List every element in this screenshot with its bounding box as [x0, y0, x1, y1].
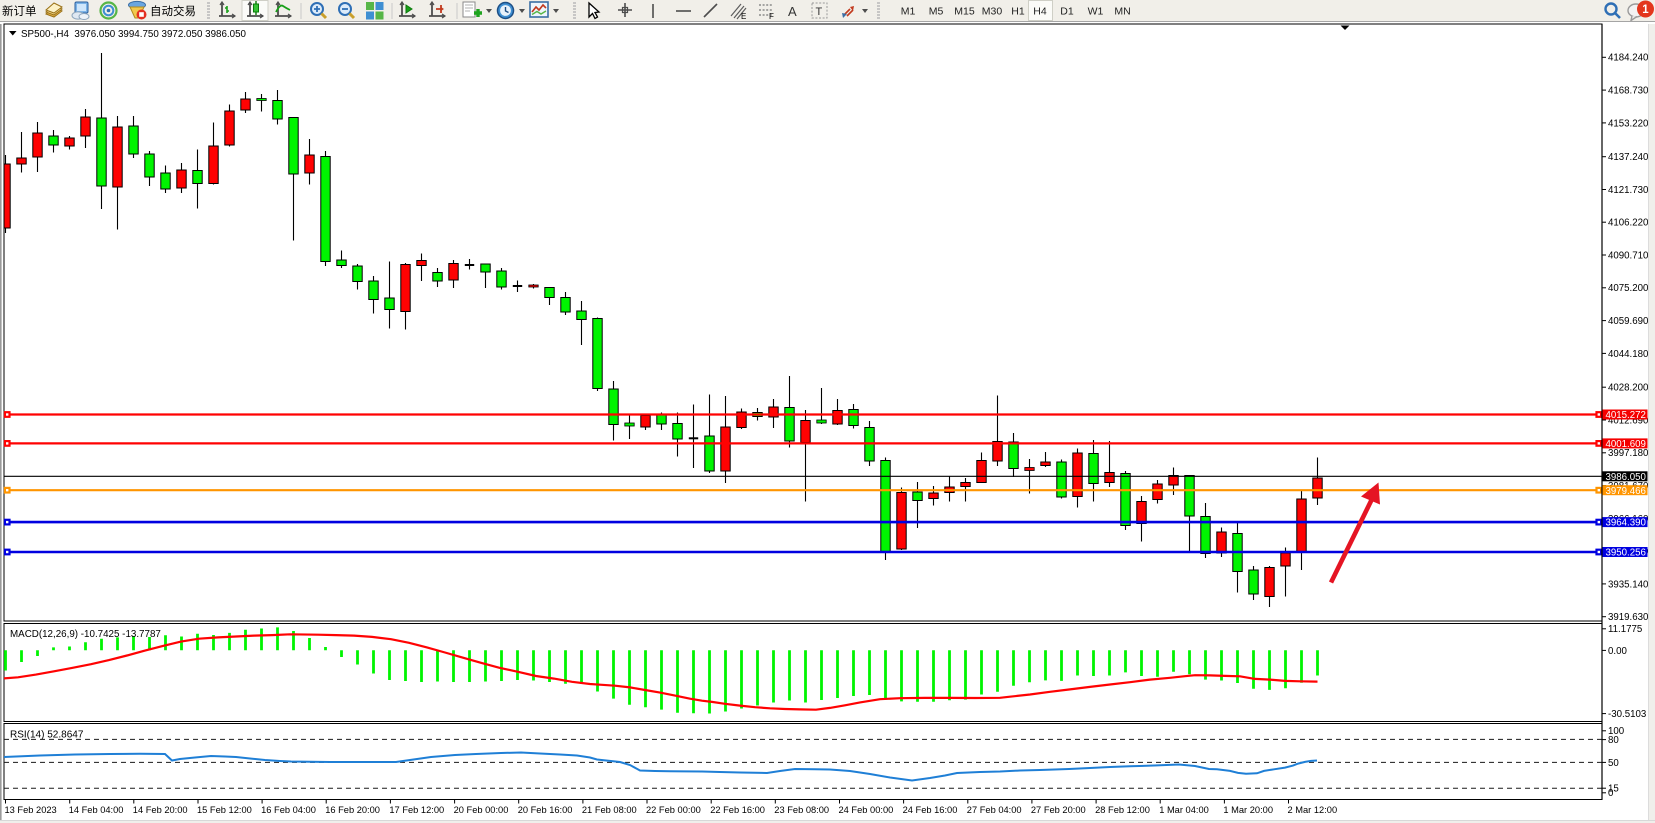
svg-text:E: E: [741, 12, 746, 21]
svg-text:4044.180: 4044.180: [1608, 349, 1649, 360]
svg-text:27 Feb 04:00: 27 Feb 04:00: [967, 805, 1022, 815]
svg-text:M1: M1: [901, 6, 916, 18]
svg-text:自动交易: 自动交易: [150, 4, 196, 18]
svg-text:RSI(14) 52.8647: RSI(14) 52.8647: [10, 730, 84, 741]
svg-text:2 Mar 12:00: 2 Mar 12:00: [1288, 805, 1338, 815]
svg-text:MN: MN: [1114, 6, 1130, 18]
svg-text:4153.220: 4153.220: [1608, 118, 1649, 129]
svg-text:20 Feb 16:00: 20 Feb 16:00: [518, 805, 573, 815]
svg-text:50: 50: [1608, 758, 1619, 769]
svg-text:14 Feb 04:00: 14 Feb 04:00: [69, 805, 124, 815]
svg-text:28 Feb 12:00: 28 Feb 12:00: [1095, 805, 1150, 815]
svg-text:15 Feb 12:00: 15 Feb 12:00: [197, 805, 252, 815]
svg-text:100: 100: [1608, 726, 1625, 737]
svg-text:H4: H4: [1033, 6, 1047, 18]
svg-text:M30: M30: [982, 6, 1003, 18]
svg-text:4001.609: 4001.609: [1606, 439, 1646, 450]
svg-text:13 Feb 2023: 13 Feb 2023: [5, 805, 57, 815]
svg-text:H1: H1: [1011, 6, 1025, 18]
svg-text:-30.5103: -30.5103: [1608, 709, 1646, 720]
svg-text:3986.050: 3986.050: [1606, 472, 1647, 483]
svg-text:D1: D1: [1060, 6, 1074, 18]
svg-text:3935.140: 3935.140: [1608, 579, 1649, 590]
svg-text:3979.466: 3979.466: [1606, 486, 1646, 497]
svg-text:14 Feb 20:00: 14 Feb 20:00: [133, 805, 188, 815]
svg-text:SP500-,H4 3976.050 3994.750 3: SP500-,H4 3976.050 3994.750 3972.050 398…: [21, 29, 247, 40]
svg-text:24 Feb 00:00: 24 Feb 00:00: [839, 805, 894, 815]
svg-text:16 Feb 20:00: 16 Feb 20:00: [325, 805, 380, 815]
svg-text:M15: M15: [954, 6, 975, 18]
svg-text:15: 15: [1608, 784, 1619, 795]
svg-text:22 Feb 16:00: 22 Feb 16:00: [710, 805, 765, 815]
svg-text:16 Feb 04:00: 16 Feb 04:00: [261, 805, 316, 815]
svg-text:4012.690: 4012.690: [1608, 415, 1649, 426]
svg-text:23 Feb 08:00: 23 Feb 08:00: [774, 805, 829, 815]
svg-text:80: 80: [1608, 735, 1619, 746]
svg-text:1 Mar 04:00: 1 Mar 04:00: [1159, 805, 1209, 815]
svg-text:24 Feb 16:00: 24 Feb 16:00: [903, 805, 958, 815]
svg-text:4106.220: 4106.220: [1608, 218, 1649, 229]
svg-text:4137.240: 4137.240: [1608, 152, 1649, 163]
svg-text:4121.730: 4121.730: [1608, 185, 1649, 196]
svg-text:1 Mar 20:00: 1 Mar 20:00: [1223, 805, 1273, 815]
svg-text:22 Feb 00:00: 22 Feb 00:00: [646, 805, 701, 815]
svg-text:0.00: 0.00: [1608, 646, 1627, 657]
svg-text:W1: W1: [1088, 6, 1104, 18]
svg-text:20 Feb 00:00: 20 Feb 00:00: [454, 805, 509, 815]
svg-text:T: T: [816, 6, 823, 18]
svg-text:0: 0: [1608, 788, 1614, 799]
svg-text:27 Feb 20:00: 27 Feb 20:00: [1031, 805, 1086, 815]
svg-text:1: 1: [1642, 4, 1649, 16]
svg-text:4168.730: 4168.730: [1608, 86, 1649, 97]
svg-text:3950.256: 3950.256: [1606, 548, 1646, 559]
svg-text:4075.200: 4075.200: [1608, 283, 1649, 294]
svg-text:F: F: [769, 12, 774, 21]
svg-text:4015.272: 4015.272: [1606, 410, 1646, 421]
svg-text:4028.200: 4028.200: [1608, 383, 1649, 394]
svg-text:4059.690: 4059.690: [1608, 316, 1649, 327]
svg-text:21 Feb 08:00: 21 Feb 08:00: [582, 805, 637, 815]
svg-text:MACD(12,26,9) -10.7425 -13.778: MACD(12,26,9) -10.7425 -13.7787: [10, 629, 161, 640]
svg-text:17 Feb 12:00: 17 Feb 12:00: [389, 805, 444, 815]
svg-text:3964.390: 3964.390: [1606, 518, 1647, 529]
svg-text:4184.240: 4184.240: [1608, 53, 1649, 64]
svg-text:3997.180: 3997.180: [1608, 448, 1649, 459]
svg-text:新订单: 新订单: [2, 4, 37, 18]
svg-text:11.1775: 11.1775: [1608, 624, 1642, 635]
svg-text:4090.710: 4090.710: [1608, 250, 1649, 261]
svg-text:A: A: [788, 4, 797, 19]
svg-text:3919.630: 3919.630: [1608, 612, 1649, 623]
svg-text:M5: M5: [929, 6, 944, 18]
